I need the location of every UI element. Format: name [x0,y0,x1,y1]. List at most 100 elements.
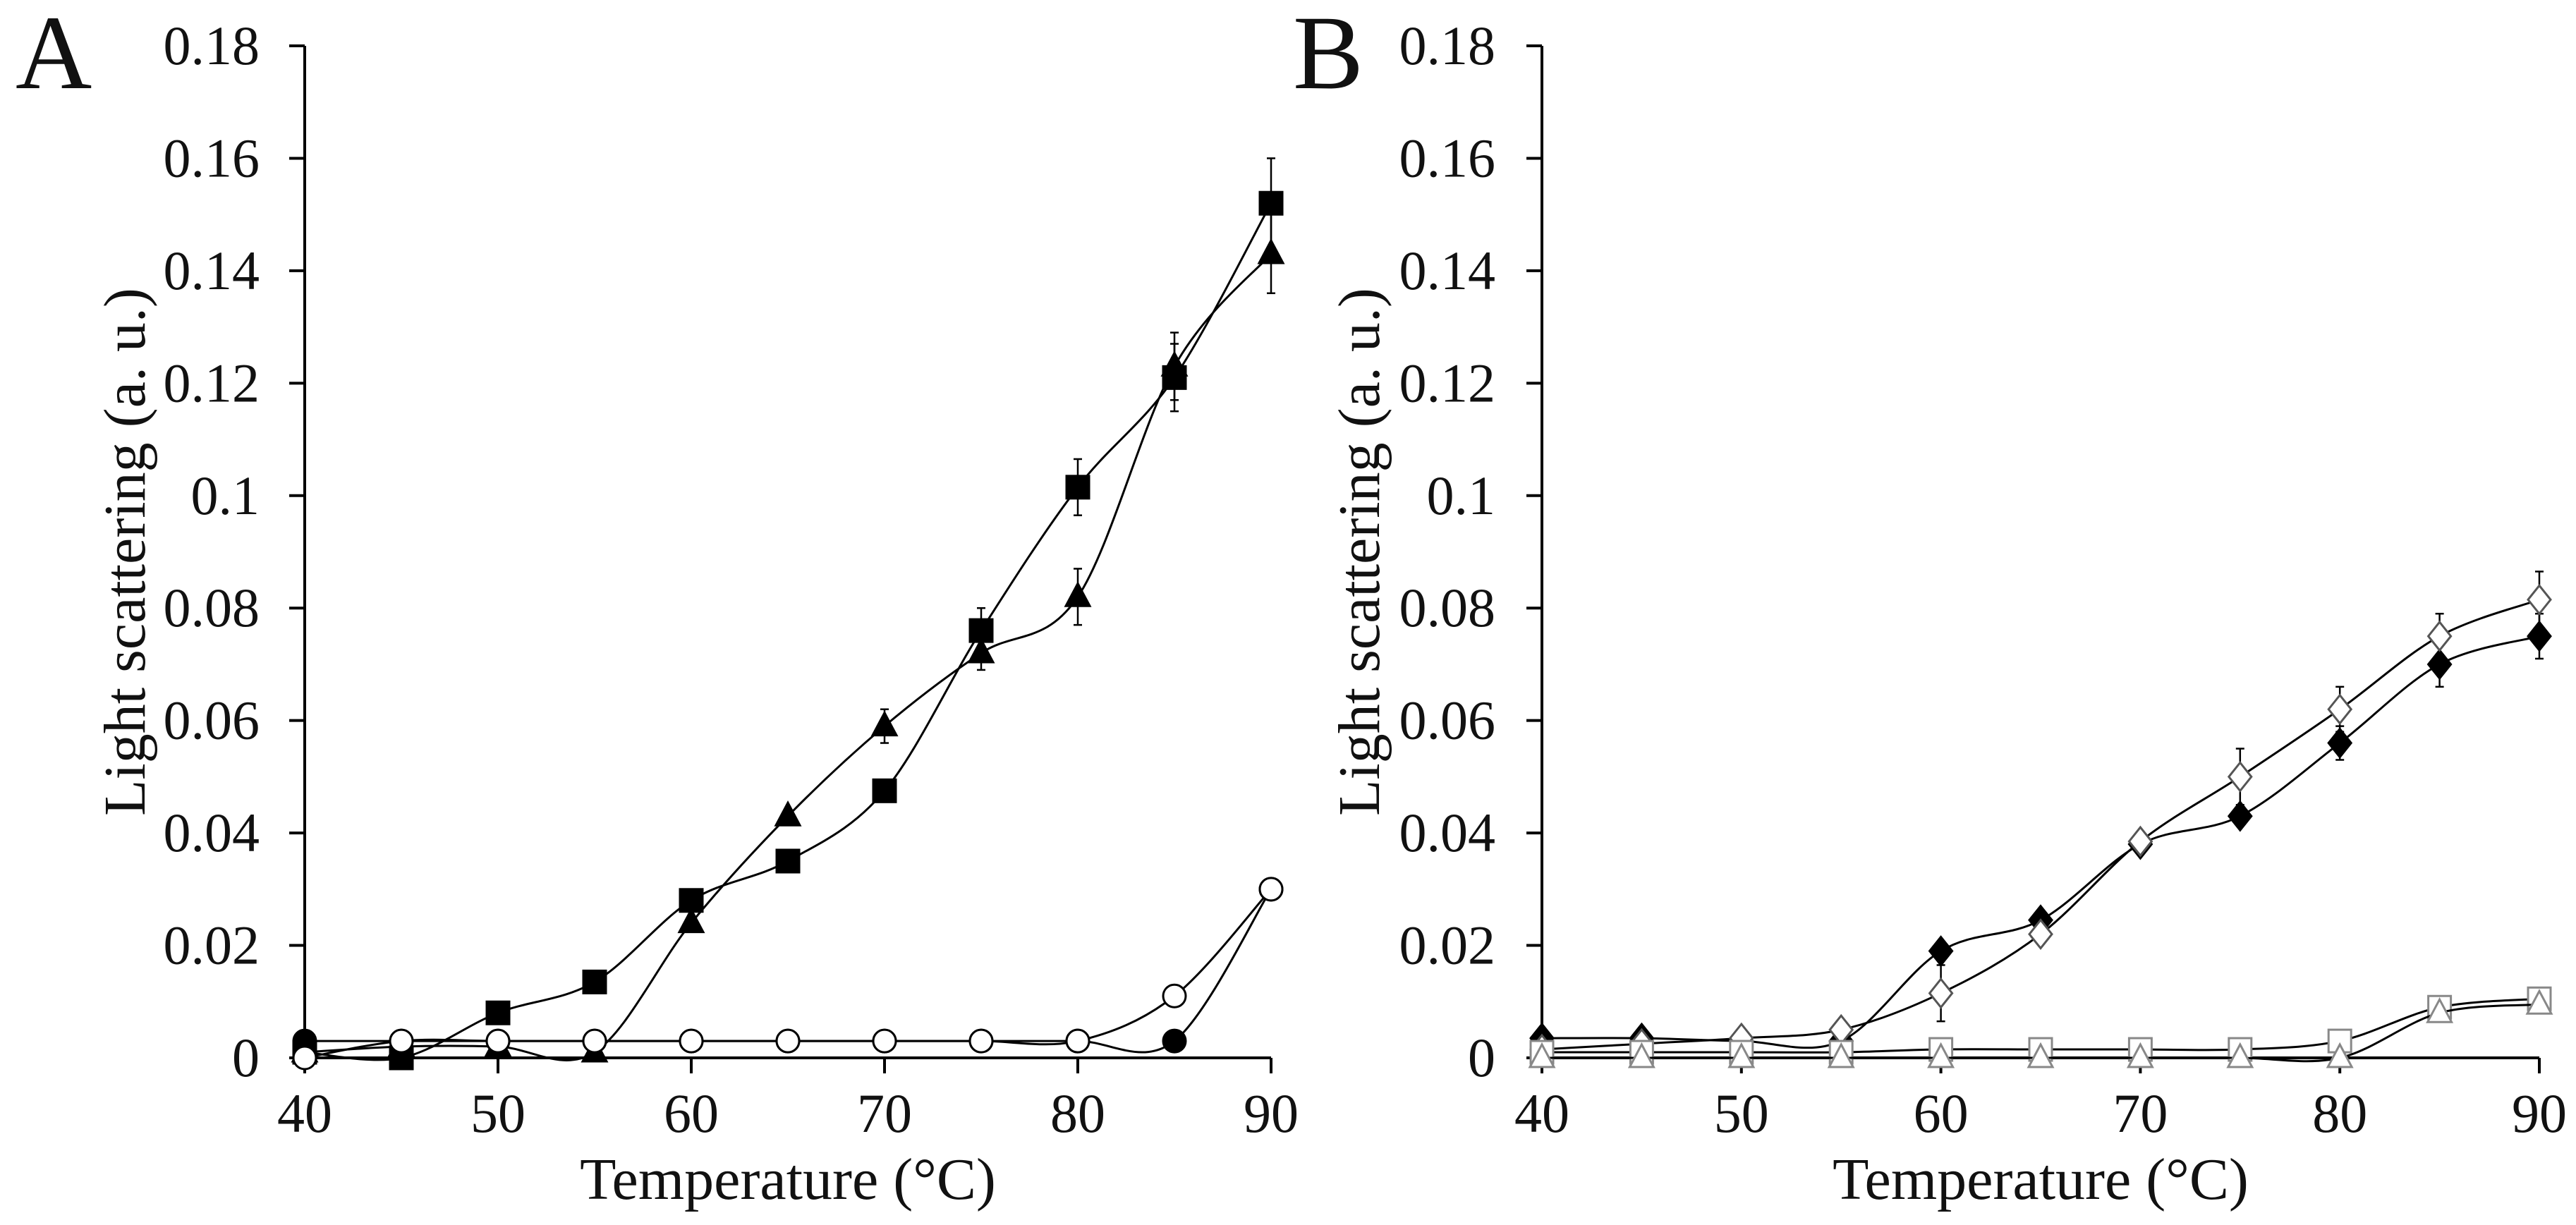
data-point-triangle [774,800,802,827]
y-tick-label: 0.08 [1399,577,1496,638]
y-axis-label: Light scattering (a. u.) [1327,288,1392,816]
x-tick-label: 70 [2113,1083,2168,1144]
data-point-square [775,848,801,874]
data-point-square [1065,475,1090,500]
y-tick-label: 0.14 [1399,240,1496,301]
x-tick-label: 60 [1914,1083,1969,1144]
series-line [1541,598,2540,1051]
data-point-circle [872,1028,897,1054]
data-point-circle [582,1028,607,1054]
data-point-circle [1162,983,1187,1008]
y-tick-label: 0.04 [1399,802,1496,863]
data-point-diamond [2227,760,2253,793]
x-axis-label: Temperature (°C) [580,1147,996,1212]
series-filled-square [292,157,1284,1071]
data-point-square [1258,190,1284,216]
x-tick-label: 80 [1050,1083,1105,1144]
data-point-triangle [677,907,705,934]
data-point-triangle [1064,581,1092,607]
data-point-triangle [1727,1042,1756,1068]
data-point-triangle [1160,351,1189,377]
data-point-circle [1162,1028,1187,1054]
x-tick-label: 90 [1244,1083,1299,1144]
data-point-triangle [2027,1042,2055,1068]
y-tick-label: 0.12 [1399,352,1496,413]
data-point-circle [292,1045,317,1071]
series-open-triangle [1528,989,2553,1068]
y-tick-label: 0.1 [1427,465,1496,526]
y-tick-label: 0 [232,1027,260,1088]
series-filled-triangle [291,213,1285,1063]
data-point-triangle [2226,1042,2254,1068]
data-point-triangle [2426,997,2454,1023]
data-point-diamond [2426,648,2453,681]
y-tick-label: 0.12 [164,352,260,413]
series-filled-diamond [1529,612,2552,1057]
panel-letter-a: A [16,0,92,111]
y-tick-label: 0.02 [1399,915,1496,976]
x-tick-label: 80 [2312,1083,2367,1144]
x-tick-label: 40 [277,1083,332,1144]
y-tick-label: 0.16 [164,127,260,188]
series-open-circle [292,877,1284,1071]
data-point-triangle [1257,238,1285,264]
panel-letter-b: B [1293,0,1363,111]
data-point-circle [679,1028,704,1054]
data-point-diamond [2426,620,2453,652]
data-point-circle [485,1028,511,1054]
data-point-circle [775,1028,801,1054]
data-point-triangle [2525,989,2553,1015]
y-tick-label: 0.06 [1399,690,1496,751]
data-point-diamond [2227,800,2253,832]
y-axis-label: Light scattering (a. u.) [92,288,158,816]
data-point-circle [1065,1028,1090,1054]
panel-a: A 0 0.02 0.04 0.06 0.08 0.1 0.12 0.14 0.16 0.18 40… [16,0,1299,1212]
data-point-diamond [2327,727,2353,759]
data-point-diamond [1928,935,1954,967]
data-point-triangle [967,637,995,664]
data-point-triangle [1827,1042,1855,1068]
y-tick-label: 0.14 [164,240,260,301]
data-point-square [582,969,607,994]
data-point-square [485,1000,511,1025]
data-point-square [872,778,897,803]
series-line [304,202,1272,1061]
series-filled-circle [292,877,1284,1054]
data-point-circle [1258,877,1284,902]
data-point-triangle [870,710,899,737]
data-point-diamond [2028,918,2053,951]
y-tick-label: 0.18 [164,15,260,76]
x-tick-label: 70 [857,1083,912,1144]
data-point-triangle [2326,1042,2354,1068]
series-line [1541,635,2540,1049]
data-point-diamond [2527,583,2552,616]
data-point-triangle [1528,1042,1556,1068]
data-point-diamond [2527,620,2552,652]
data-point-diamond [2127,825,2153,858]
data-point-triangle [1927,1042,1955,1068]
data-point-circle [968,1028,994,1054]
x-tick-label: 90 [2512,1083,2567,1144]
x-tick-label: 40 [1514,1083,1569,1144]
data-point-diamond [2327,693,2353,726]
y-tick-label: 0.18 [1399,15,1496,76]
x-tick-label: 50 [1714,1083,1769,1144]
series-line [305,889,1272,1054]
panel-b: B 0 0.02 0.04 0.06 0.08 0.1 0.12 0.14 0.16 0.18 40… [1293,0,2567,1212]
y-tick-label: 0.16 [1399,127,1496,188]
series-line [304,252,1272,1061]
data-point-diamond [1928,977,1954,1009]
y-tick-label: 0.02 [164,915,260,976]
data-point-circle [389,1028,414,1054]
y-tick-label: 0.1 [191,465,260,526]
y-tick-label: 0.06 [164,690,260,751]
data-point-triangle [1627,1042,1655,1068]
data-point-triangle [2126,1042,2154,1068]
y-tick-label: 0.08 [164,577,260,638]
y-tick-label: 0.04 [164,802,260,863]
x-axis-label: Temperature (°C) [1833,1147,2249,1212]
y-tick-label: 0 [1468,1027,1495,1088]
x-tick-label: 60 [664,1083,719,1144]
series-open-diamond [1529,571,2552,1066]
